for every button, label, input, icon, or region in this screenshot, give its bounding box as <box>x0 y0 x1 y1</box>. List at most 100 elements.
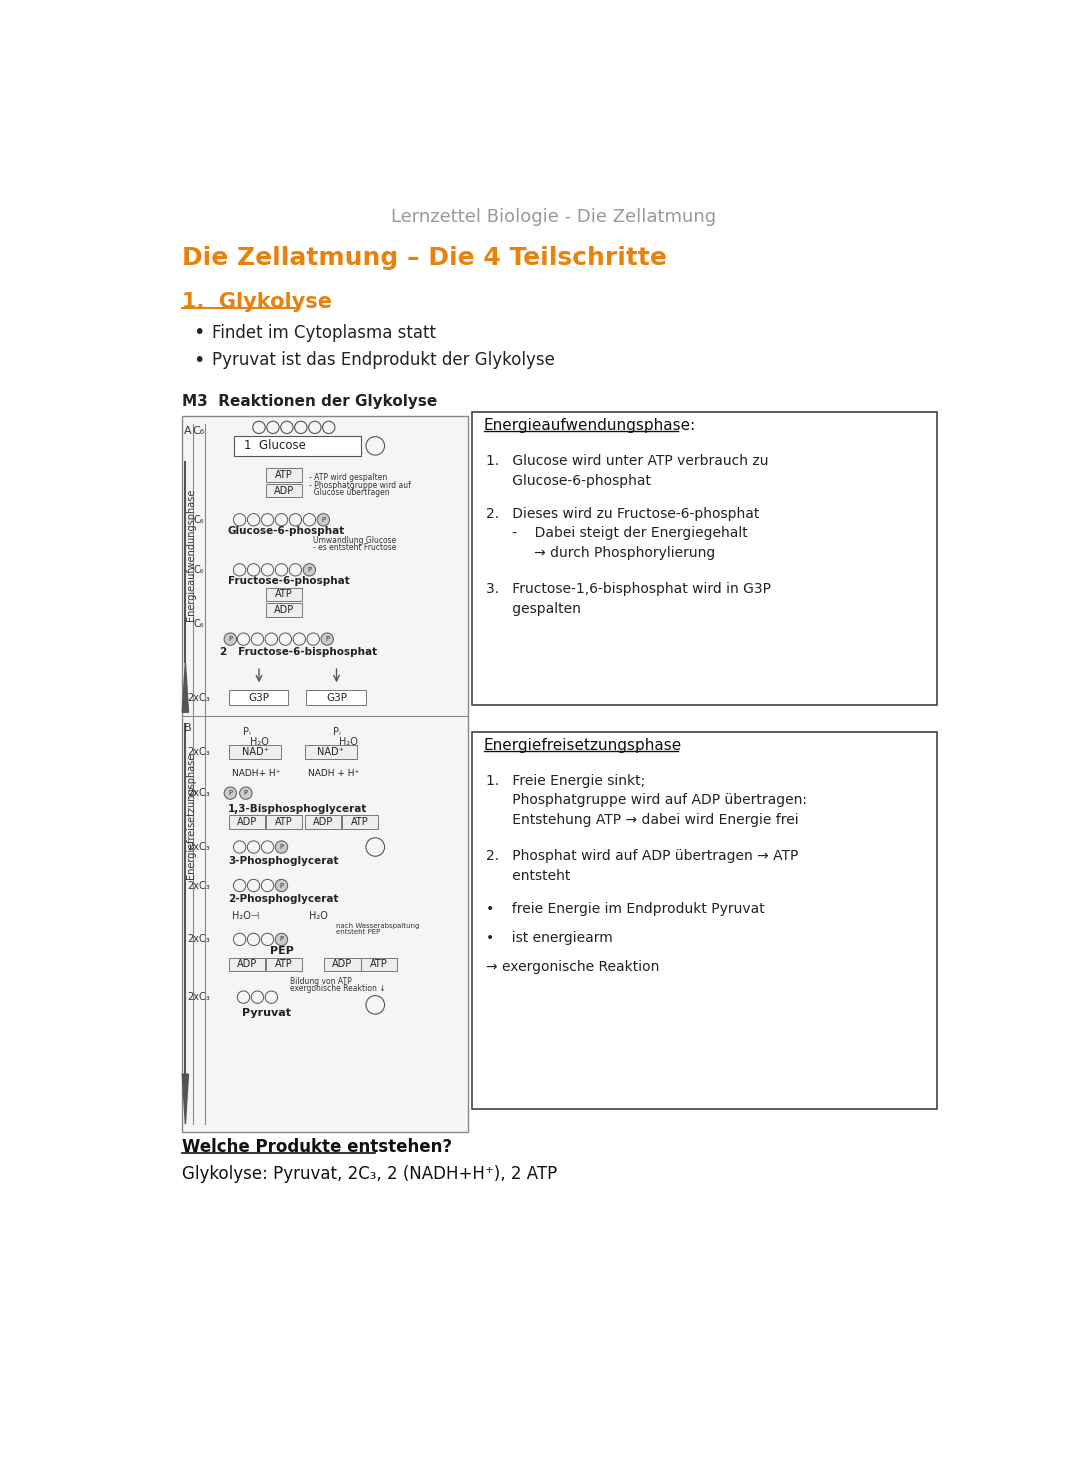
Text: ADP: ADP <box>238 818 257 828</box>
Text: Findet im Cytoplasma statt: Findet im Cytoplasma statt <box>213 323 436 341</box>
Text: 1.   Glucose wird unter ATP verbrauch zu
      Glucose-6-phosphat: 1. Glucose wird unter ATP verbrauch zu G… <box>486 455 769 489</box>
Text: ADP: ADP <box>273 486 294 496</box>
Circle shape <box>275 933 287 946</box>
FancyBboxPatch shape <box>266 958 302 971</box>
Circle shape <box>303 564 315 576</box>
Text: P: P <box>325 636 329 642</box>
Text: ATP: ATP <box>275 818 293 828</box>
Circle shape <box>318 514 329 525</box>
Text: P: P <box>308 567 311 573</box>
Text: G3P: G3P <box>248 692 270 703</box>
Text: 3-Phosphoglycerat: 3-Phosphoglycerat <box>228 856 338 866</box>
Text: Energiefreisetzungsphase: Energiefreisetzungsphase <box>186 753 195 880</box>
FancyBboxPatch shape <box>266 602 302 617</box>
Text: 1.  Glykolyse: 1. Glykolyse <box>181 292 332 311</box>
Text: 2-Phosphoglycerat: 2-Phosphoglycerat <box>228 894 338 905</box>
FancyBboxPatch shape <box>307 689 366 706</box>
Text: 2xC₃: 2xC₃ <box>187 881 210 890</box>
Text: P: P <box>321 517 325 523</box>
FancyBboxPatch shape <box>229 745 281 759</box>
Text: C₆: C₆ <box>192 427 204 437</box>
Circle shape <box>275 841 287 853</box>
Text: H₂O⊣: H₂O⊣ <box>232 911 259 921</box>
Text: Pyruvat ist das Endprodukt der Glykolyse: Pyruvat ist das Endprodukt der Glykolyse <box>213 351 555 369</box>
Text: •    ist energiearm: • ist energiearm <box>486 931 612 945</box>
Text: H₂O: H₂O <box>309 911 328 921</box>
Text: 2xC₃: 2xC₃ <box>187 788 210 799</box>
Circle shape <box>321 633 334 645</box>
Text: Pᵢ: Pᵢ <box>243 726 252 737</box>
Text: H₂O: H₂O <box>249 737 269 747</box>
Text: M3  Reaktionen der Glykolyse: M3 Reaktionen der Glykolyse <box>181 394 436 409</box>
Text: NADH+ H⁺: NADH+ H⁺ <box>232 769 280 778</box>
Text: ATP: ATP <box>369 959 388 970</box>
Text: •    freie Energie im Endprodukt Pyruvat: • freie Energie im Endprodukt Pyruvat <box>486 902 765 915</box>
Text: Die Zellatmung – Die 4 Teilschritte: Die Zellatmung – Die 4 Teilschritte <box>181 246 666 270</box>
FancyBboxPatch shape <box>181 416 469 1132</box>
Text: Energieaufwendungsphase:: Energieaufwendungsphase: <box>484 418 696 434</box>
Text: 1.   Freie Energie sinkt;
      Phosphatgruppe wird auf ADP übertragen:
      En: 1. Freie Energie sinkt; Phosphatgruppe w… <box>486 773 807 827</box>
Circle shape <box>240 787 252 800</box>
Text: 3.   Fructose-1,6-bisphosphat wird in G3P
      gespalten: 3. Fructose-1,6-bisphosphat wird in G3P … <box>486 582 771 615</box>
Text: NAD⁺: NAD⁺ <box>242 747 269 757</box>
Text: ADP: ADP <box>332 959 352 970</box>
FancyBboxPatch shape <box>472 732 937 1108</box>
FancyBboxPatch shape <box>324 958 361 971</box>
FancyBboxPatch shape <box>229 958 266 971</box>
FancyBboxPatch shape <box>305 745 356 759</box>
Text: 2xC₃: 2xC₃ <box>187 841 210 852</box>
Text: P: P <box>280 883 284 889</box>
Text: P: P <box>280 844 284 850</box>
Polygon shape <box>183 1075 189 1125</box>
Text: - ATP wird gespalten: - ATP wird gespalten <box>309 472 388 483</box>
Text: Energiefreisetzungsphase: Energiefreisetzungsphase <box>484 738 681 753</box>
Text: A: A <box>184 427 191 437</box>
Text: 1  Glucose: 1 Glucose <box>243 440 306 452</box>
FancyBboxPatch shape <box>266 468 302 483</box>
Text: ATP: ATP <box>275 589 293 599</box>
Text: Bildung von ATP: Bildung von ATP <box>291 977 352 986</box>
FancyBboxPatch shape <box>234 435 362 456</box>
Text: Glucose übertragen: Glucose übertragen <box>309 489 390 497</box>
Text: Umwandlung Glucose: Umwandlung Glucose <box>313 536 396 545</box>
Circle shape <box>225 633 237 645</box>
FancyBboxPatch shape <box>229 815 266 828</box>
Text: P: P <box>244 790 248 796</box>
Text: ADP: ADP <box>238 959 257 970</box>
FancyBboxPatch shape <box>229 689 288 706</box>
Text: C₆: C₆ <box>193 618 204 629</box>
Polygon shape <box>183 663 189 713</box>
Text: P: P <box>228 636 232 642</box>
Text: exergonische Reaktion ↓: exergonische Reaktion ↓ <box>291 984 386 993</box>
Text: Glucose-6-phosphat: Glucose-6-phosphat <box>228 527 346 536</box>
FancyBboxPatch shape <box>266 815 302 828</box>
Text: •: • <box>193 323 204 342</box>
Text: ATP: ATP <box>275 959 293 970</box>
Text: nach Wasserabspaltung: nach Wasserabspaltung <box>337 922 420 928</box>
Text: NADH + H⁺: NADH + H⁺ <box>308 769 359 778</box>
FancyBboxPatch shape <box>305 815 341 828</box>
Text: •: • <box>193 351 204 370</box>
Circle shape <box>275 880 287 892</box>
Text: Glykolyse: Pyruvat, 2C₃, 2 (NADH+H⁺), 2 ATP: Glykolyse: Pyruvat, 2C₃, 2 (NADH+H⁺), 2 … <box>181 1165 557 1184</box>
FancyBboxPatch shape <box>266 587 302 601</box>
FancyBboxPatch shape <box>342 815 378 828</box>
Text: P: P <box>280 936 284 942</box>
Text: 2xC₃: 2xC₃ <box>187 934 210 945</box>
Text: Fructose-6-phosphat: Fructose-6-phosphat <box>228 576 350 586</box>
Text: ADP: ADP <box>273 605 294 615</box>
Text: 2.   Dieses wird zu Fructose-6-phosphat
      -    Dabei steigt der Energiegehal: 2. Dieses wird zu Fructose-6-phosphat - … <box>486 506 759 559</box>
Text: 2xC₃: 2xC₃ <box>187 692 210 703</box>
Text: ATP: ATP <box>351 818 368 828</box>
Text: 2.   Phosphat wird auf ADP übertragen → ATP
      entsteht: 2. Phosphat wird auf ADP übertragen → AT… <box>486 849 798 883</box>
Text: 2xC₃: 2xC₃ <box>187 747 210 757</box>
Text: ADP: ADP <box>312 818 333 828</box>
Text: 2   Fructose-6-bisphosphat: 2 Fructose-6-bisphosphat <box>220 646 377 657</box>
Text: B: B <box>184 723 191 732</box>
Text: Energieaufwendungsphase: Energieaufwendungsphase <box>186 489 195 620</box>
Text: PEP: PEP <box>270 946 294 956</box>
Text: NAD⁺: NAD⁺ <box>316 747 343 757</box>
Text: C₆: C₆ <box>193 565 204 574</box>
FancyBboxPatch shape <box>472 412 937 704</box>
Text: ATP: ATP <box>275 471 293 480</box>
